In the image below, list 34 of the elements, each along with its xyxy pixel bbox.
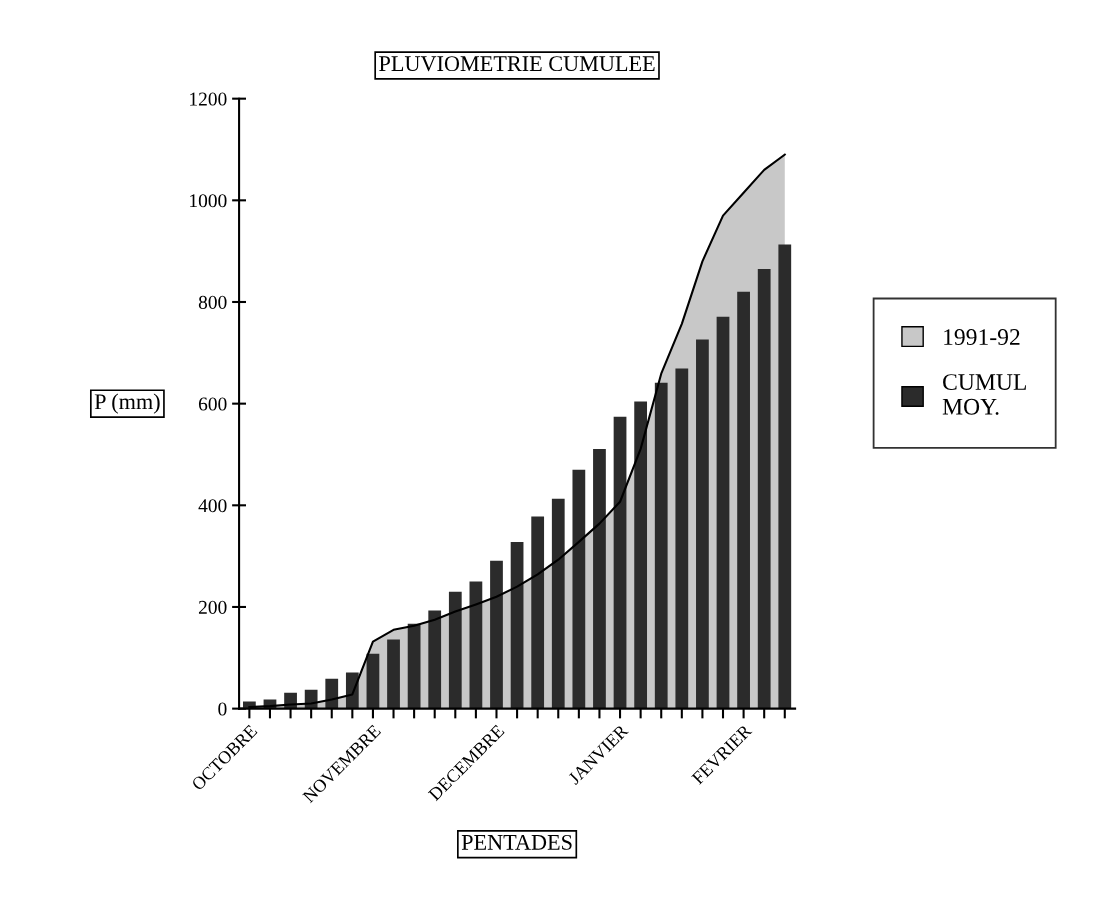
bar (490, 560, 503, 709)
y-axis-title: P (mm) (94, 393, 160, 414)
bar (551, 498, 565, 709)
bar (448, 591, 462, 709)
bar (366, 653, 380, 709)
x-axis-title: PENTADES (461, 834, 572, 850)
bar (654, 382, 668, 709)
bar (407, 623, 421, 709)
y-tick-label: 1200 (190, 92, 227, 106)
bar (531, 516, 545, 709)
bar (428, 610, 442, 709)
y-tick-label: 0 (218, 702, 227, 716)
bar (510, 541, 524, 709)
y-tick-label: 400 (198, 499, 227, 513)
y-tick-label: 800 (198, 295, 227, 309)
bar (737, 291, 750, 709)
y-tick-label: 600 (198, 397, 227, 411)
y-tick-label: 1000 (190, 194, 227, 208)
legend-label: CUMUL MOY. (942, 374, 1026, 415)
bar (325, 678, 339, 709)
bar (387, 639, 400, 709)
legend-label: 1991-92 (944, 329, 1020, 345)
bar (675, 368, 689, 709)
bar (757, 268, 771, 709)
chart-title: PLUVIOMETRIE CUMULEE (379, 56, 655, 72)
bar (716, 316, 730, 709)
bar (613, 416, 627, 709)
bar (469, 581, 483, 709)
bar (593, 448, 606, 709)
bar (696, 339, 709, 709)
bar (778, 244, 792, 709)
bar (634, 401, 648, 709)
bar (572, 469, 586, 709)
y-tick-label: 200 (198, 600, 227, 614)
